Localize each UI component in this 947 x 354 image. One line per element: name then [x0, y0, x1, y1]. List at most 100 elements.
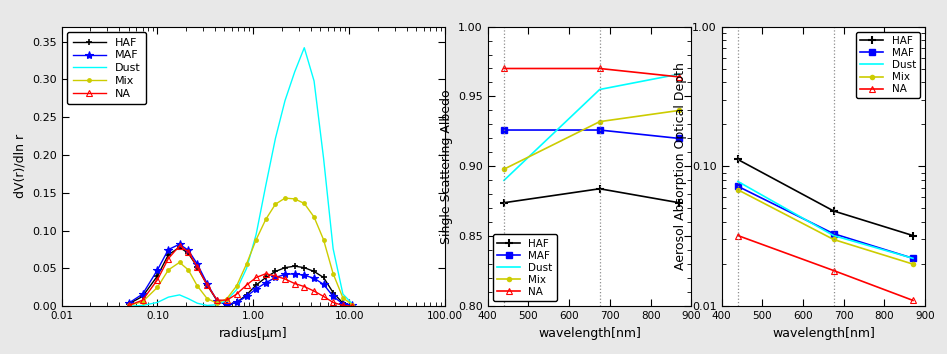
NA: [347, 304, 358, 308]
Mix: [828, 238, 839, 242]
Dust: [594, 87, 605, 92]
Line: Mix: Mix: [735, 187, 916, 267]
NA: [673, 75, 685, 79]
Legend: HAF, MAF, Dust, Mix, NA: HAF, MAF, Dust, Mix, NA: [856, 32, 920, 98]
Dust: [183, 297, 194, 301]
NA: [318, 294, 330, 298]
Dust: [318, 156, 330, 160]
Dust: [289, 70, 300, 74]
Mix: [907, 262, 919, 266]
MAF: [318, 282, 330, 286]
NA: [309, 289, 320, 293]
Dust: [163, 295, 174, 299]
Line: HAF: HAF: [734, 155, 917, 240]
MAF: [594, 128, 605, 132]
Dust: [828, 233, 839, 238]
Mix: [337, 296, 348, 300]
Mix: [673, 108, 685, 113]
HAF: [907, 233, 919, 238]
Line: Mix: Mix: [126, 196, 355, 308]
HAF: [347, 303, 358, 308]
NA: [279, 277, 291, 281]
Mix: [174, 260, 186, 264]
Line: MAF: MAF: [735, 184, 916, 261]
NA: [337, 303, 348, 308]
NA: [231, 292, 242, 296]
Dust: [260, 183, 272, 187]
MAF: [498, 128, 509, 132]
Dust: [241, 266, 252, 270]
Dust: [298, 46, 310, 50]
HAF: [211, 299, 223, 303]
HAF: [222, 303, 233, 307]
HAF: [594, 187, 605, 191]
MAF: [289, 272, 300, 276]
Y-axis label: Aerosol Absorption Optical Depth: Aerosol Absorption Optical Depth: [673, 62, 687, 270]
Dust: [137, 303, 149, 308]
Mix: [123, 303, 134, 308]
MAF: [123, 301, 134, 305]
Mix: [163, 268, 174, 272]
NA: [732, 233, 743, 238]
X-axis label: wavelength[nm]: wavelength[nm]: [538, 327, 641, 339]
Mix: [211, 301, 223, 305]
HAF: [231, 300, 242, 304]
Dust: [498, 178, 509, 183]
MAF: [152, 268, 163, 272]
NA: [907, 298, 919, 303]
Legend: HAF, MAF, Dust, Mix, NA: HAF, MAF, Dust, Mix, NA: [67, 32, 146, 104]
HAF: [152, 274, 163, 278]
HAF: [298, 266, 310, 270]
MAF: [211, 299, 223, 303]
NA: [174, 244, 186, 248]
Line: HAF: HAF: [500, 184, 683, 207]
Line: Dust: Dust: [504, 74, 679, 181]
Mix: [191, 284, 203, 288]
NA: [152, 278, 163, 282]
Mix: [152, 285, 163, 290]
MAF: [241, 294, 252, 298]
HAF: [241, 293, 252, 297]
Legend: HAF, MAF, Dust, Mix, NA: HAF, MAF, Dust, Mix, NA: [492, 234, 557, 301]
MAF: [231, 300, 242, 304]
Line: HAF: HAF: [125, 244, 356, 309]
Dust: [211, 303, 223, 307]
HAF: [328, 291, 339, 295]
MAF: [250, 287, 261, 291]
MAF: [270, 275, 281, 280]
HAF: [183, 251, 194, 256]
NA: [250, 275, 261, 280]
MAF: [163, 247, 174, 252]
Mix: [250, 238, 261, 242]
Mix: [498, 167, 509, 171]
HAF: [673, 201, 685, 205]
X-axis label: wavelength[nm]: wavelength[nm]: [772, 327, 875, 339]
Mix: [347, 303, 358, 307]
MAF: [174, 242, 186, 246]
Line: MAF: MAF: [124, 240, 357, 310]
HAF: [318, 275, 330, 280]
NA: [123, 303, 134, 308]
Dust: [270, 136, 281, 141]
NA: [828, 268, 839, 273]
MAF: [732, 184, 743, 188]
Dust: [279, 98, 291, 103]
HAF: [191, 265, 203, 269]
NA: [211, 298, 223, 302]
Line: NA: NA: [735, 232, 917, 304]
MAF: [298, 273, 310, 277]
Dust: [250, 232, 261, 236]
Line: NA: NA: [501, 65, 683, 80]
NA: [202, 283, 213, 287]
Mix: [289, 197, 300, 201]
Line: NA: NA: [126, 243, 355, 309]
MAF: [191, 262, 203, 266]
HAF: [163, 253, 174, 257]
NA: [183, 250, 194, 254]
Mix: [241, 262, 252, 266]
Dust: [309, 79, 320, 83]
HAF: [137, 294, 149, 298]
NA: [328, 300, 339, 304]
MAF: [328, 294, 339, 298]
HAF: [260, 275, 272, 280]
